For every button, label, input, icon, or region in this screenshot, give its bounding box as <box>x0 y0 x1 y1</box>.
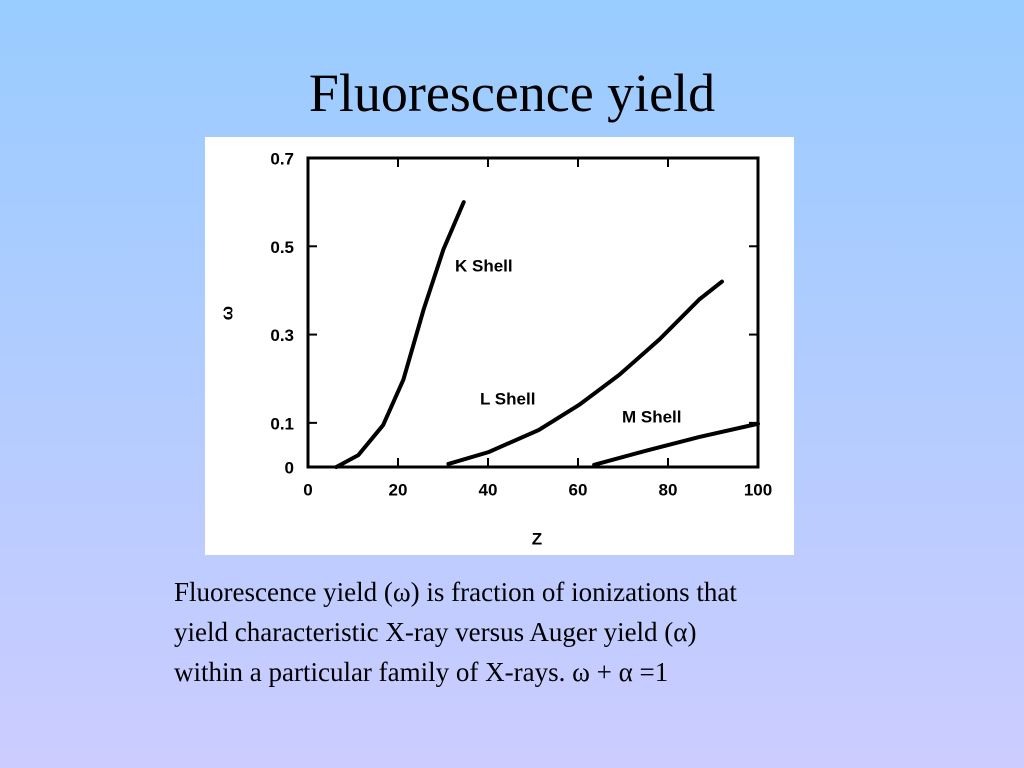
plot-frame <box>306 156 760 469</box>
x-tick-label: 20 <box>389 480 408 499</box>
x-tick-label: 40 <box>479 480 498 499</box>
y-tick-label: 0.7 <box>270 149 294 168</box>
x-tick-label: 80 <box>659 480 678 499</box>
y-tick-label: 0 <box>285 458 294 477</box>
slide-title: Fluorescence yield <box>308 63 716 123</box>
x-tick-label: 0 <box>303 480 312 499</box>
series-line <box>334 200 466 469</box>
chart-image <box>205 137 794 555</box>
caption-line: within a particular family of X-rays. ω … <box>174 657 669 687</box>
x-axis-label: Z <box>532 529 542 548</box>
series-label: L Shell <box>480 389 535 408</box>
series-line <box>592 421 760 467</box>
y-axis-label: ω <box>217 306 236 320</box>
series-label: M Shell <box>622 407 682 426</box>
caption: Fluorescence yield (ω) is fraction of io… <box>174 572 737 692</box>
series-label: K Shell <box>455 256 513 275</box>
caption-line: Fluorescence yield (ω) is fraction of io… <box>174 577 737 607</box>
caption-line: yield characteristic X-ray versus Auger … <box>174 617 697 647</box>
y-tick-label: 0.1 <box>270 414 294 433</box>
series-line <box>446 279 724 466</box>
y-tick-label: 0.3 <box>270 326 294 345</box>
y-tick-label: 0.5 <box>270 238 294 257</box>
x-tick-label: 100 <box>744 480 772 499</box>
x-tick-label: 60 <box>569 480 588 499</box>
